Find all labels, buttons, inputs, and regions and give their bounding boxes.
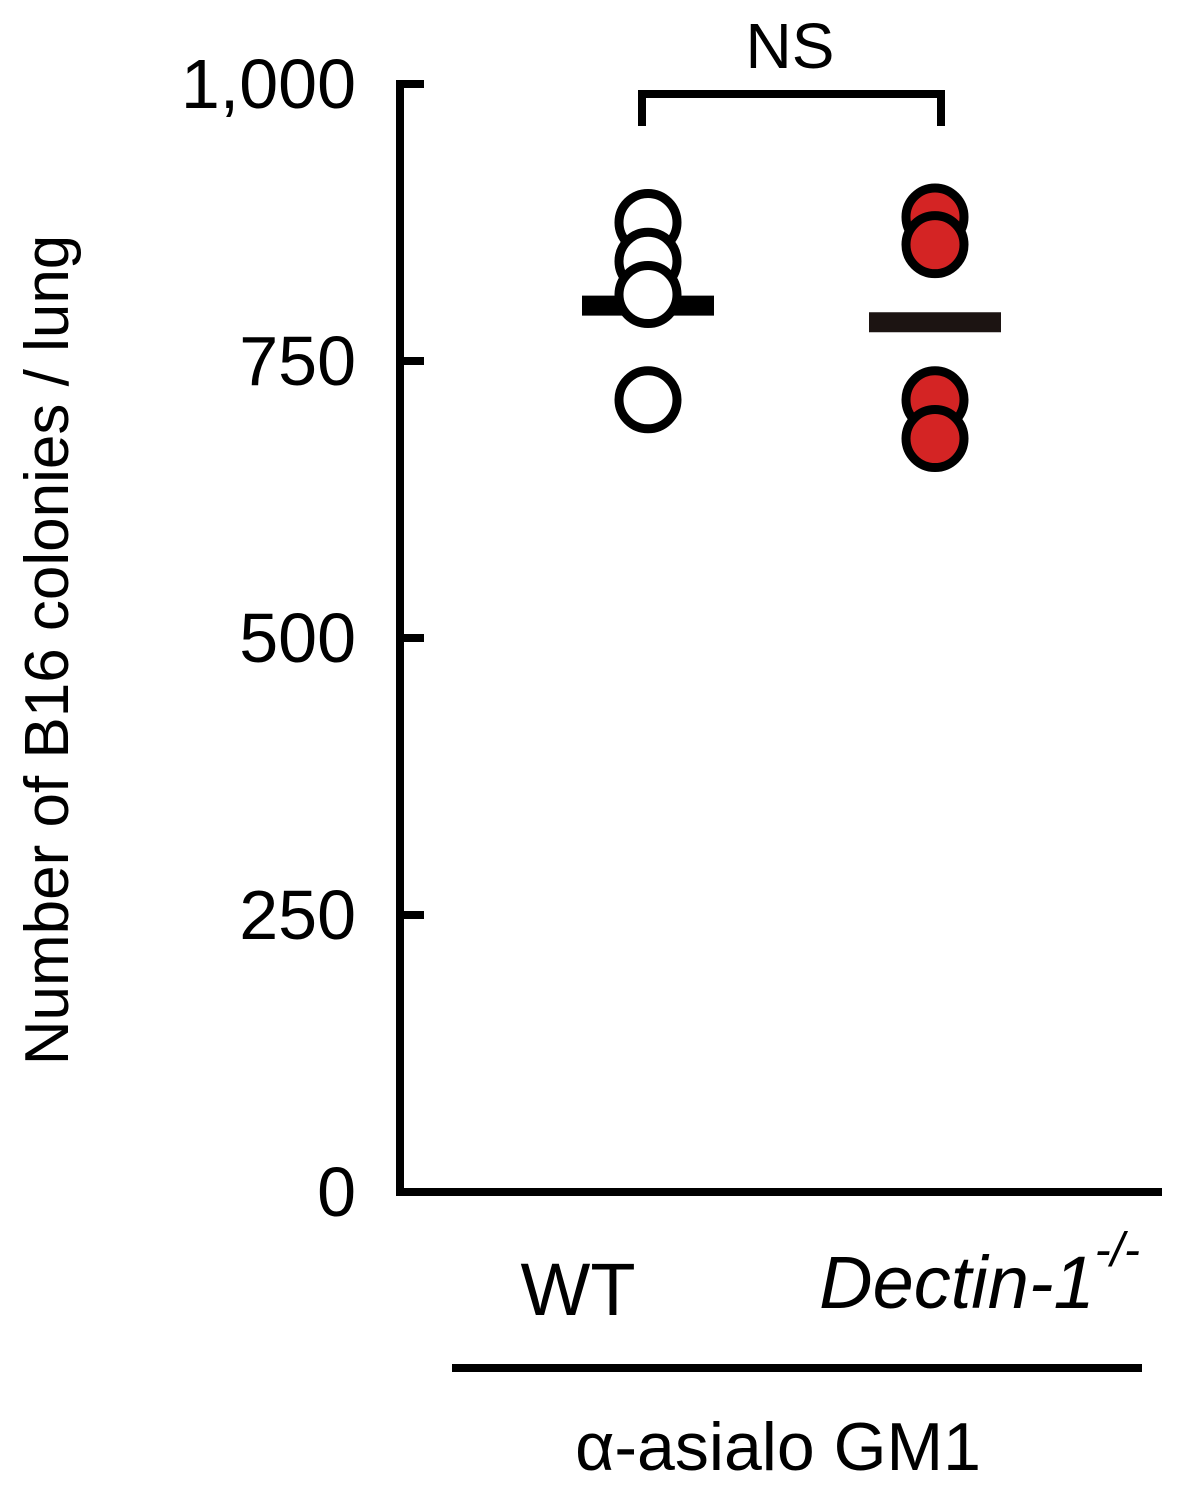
- data-point: [614, 366, 682, 434]
- category-name: Dectin-1: [819, 1241, 1095, 1324]
- category-superscript: -/-: [1095, 1224, 1140, 1277]
- bracket-line: [638, 90, 945, 126]
- y-ticks: 0 250 500 750 1,000: [181, 45, 424, 1231]
- data-point: [614, 261, 682, 329]
- category-label-wt: WT: [520, 1248, 635, 1331]
- y-axis-label: Number of B16 colonies / lung: [13, 235, 82, 1066]
- data-point: [901, 405, 969, 473]
- data-point: [901, 211, 969, 279]
- treatment-label: α-asialo GM1: [575, 1409, 981, 1485]
- category-label-dectin: Dectin-1-/-: [819, 1224, 1140, 1324]
- significance-bracket: NS: [638, 10, 945, 126]
- axes: [396, 80, 1162, 1196]
- data-points: [614, 183, 969, 473]
- y-tick-label: 500: [239, 599, 356, 677]
- significance-label: NS: [746, 10, 835, 82]
- y-tick-label: 250: [239, 876, 356, 954]
- category-name: WT: [520, 1248, 635, 1331]
- x-category-labels: WT Dectin-1-/-: [520, 1224, 1140, 1331]
- y-tick-label: 1,000: [181, 45, 356, 123]
- y-tick-label: 0: [317, 1153, 356, 1231]
- y-tick-label: 750: [239, 322, 356, 400]
